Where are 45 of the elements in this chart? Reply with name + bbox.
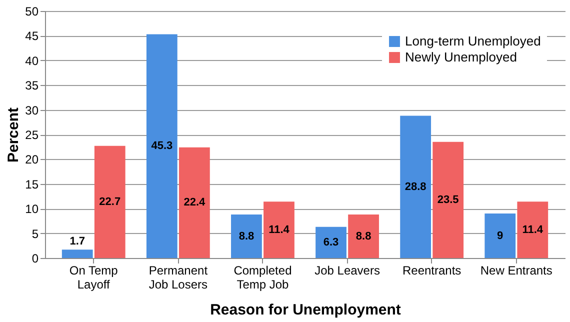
y-tick-label: 30 bbox=[25, 103, 39, 118]
bar bbox=[484, 214, 516, 258]
x-tick-label: Reentrants bbox=[402, 264, 462, 278]
bar bbox=[264, 202, 294, 258]
data-label: 8.8 bbox=[356, 230, 372, 242]
x-axis-title: Reason for Unemployment bbox=[210, 302, 401, 318]
y-tick-label: 50 bbox=[25, 4, 39, 18]
y-tick-label: 25 bbox=[25, 128, 39, 142]
bar bbox=[400, 116, 432, 258]
bar bbox=[231, 214, 262, 258]
bar bbox=[62, 250, 93, 258]
x-tick-label: On Temp Layoff bbox=[69, 264, 118, 292]
data-label: 22.4 bbox=[184, 196, 206, 209]
data-label: 11.4 bbox=[522, 224, 544, 236]
data-label: 28.8 bbox=[404, 180, 426, 193]
data-label: 8.8 bbox=[238, 230, 254, 242]
data-label: 6.3 bbox=[323, 236, 339, 248]
x-tick-label: New Entrants bbox=[480, 264, 552, 278]
y-tick-label: 0 bbox=[32, 252, 39, 266]
y-tick-label: 5 bbox=[32, 226, 39, 241]
data-label: 22.7 bbox=[99, 196, 121, 208]
data-label: 45.3 bbox=[151, 140, 173, 152]
data-label: 1.7 bbox=[70, 236, 86, 248]
y-tick-label: 15 bbox=[25, 177, 39, 192]
y-axis-title: Percent bbox=[5, 107, 22, 163]
bar bbox=[178, 147, 210, 258]
legend-label: Long-term Unemployed bbox=[405, 34, 541, 48]
data-label: 9 bbox=[497, 230, 504, 242]
bar bbox=[146, 34, 178, 258]
y-tick-label: 40 bbox=[25, 54, 39, 68]
data-label: 23.5 bbox=[437, 194, 459, 206]
x-tick-label: Permanent Job Losers bbox=[148, 264, 208, 292]
y-tick-label: 10 bbox=[25, 202, 39, 216]
bar bbox=[94, 146, 126, 258]
bar bbox=[517, 202, 548, 258]
x-tick-label: Completed Temp Job bbox=[234, 264, 292, 292]
y-tick-label: 45 bbox=[25, 29, 39, 44]
legend-label: Newly Unemployed bbox=[405, 50, 517, 64]
x-tick-label: Job Leavers bbox=[314, 264, 380, 278]
y-tick-label: 35 bbox=[25, 78, 39, 93]
bar bbox=[348, 214, 379, 258]
y-tick-label: 20 bbox=[25, 152, 39, 167]
data-label: 11.4 bbox=[268, 224, 290, 236]
bar bbox=[432, 142, 464, 258]
bar bbox=[316, 226, 346, 258]
